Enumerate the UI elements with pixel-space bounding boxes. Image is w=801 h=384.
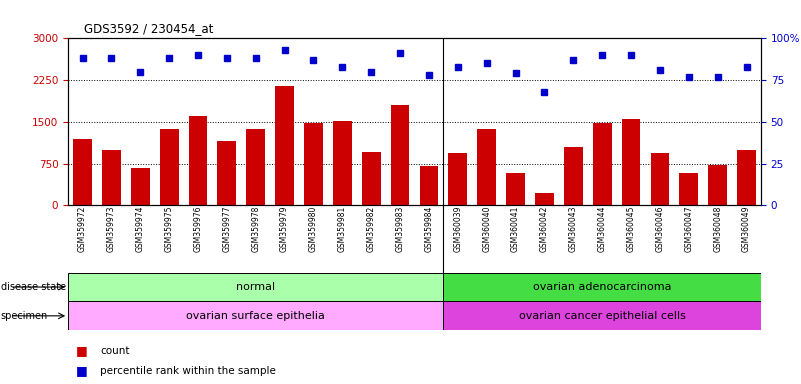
Text: GSM360049: GSM360049 — [742, 205, 751, 252]
Bar — [535, 193, 553, 205]
Text: normal: normal — [236, 282, 276, 292]
Text: GSM360045: GSM360045 — [626, 205, 635, 252]
Text: GSM359981: GSM359981 — [338, 205, 347, 252]
Text: disease state: disease state — [1, 282, 66, 292]
Bar — [708, 165, 727, 205]
Text: GSM359975: GSM359975 — [165, 205, 174, 252]
Bar — [622, 119, 641, 205]
Bar — [333, 121, 352, 205]
Bar — [68, 301, 444, 330]
Bar — [247, 129, 265, 205]
Text: ■: ■ — [76, 364, 88, 377]
Text: GSM360039: GSM360039 — [453, 205, 462, 252]
Bar — [304, 123, 323, 205]
Text: ■: ■ — [76, 344, 88, 357]
Text: ovarian cancer epithelial cells: ovarian cancer epithelial cells — [519, 311, 686, 321]
Bar — [506, 173, 525, 205]
Bar — [159, 129, 179, 205]
Text: GSM359976: GSM359976 — [194, 205, 203, 252]
Bar — [444, 273, 775, 301]
Text: percentile rank within the sample: percentile rank within the sample — [100, 366, 276, 376]
Bar — [449, 152, 467, 205]
Text: GSM360046: GSM360046 — [655, 205, 664, 252]
Text: GSM359977: GSM359977 — [223, 205, 231, 252]
Bar — [650, 152, 670, 205]
Bar — [73, 139, 92, 205]
Text: GSM360041: GSM360041 — [511, 205, 520, 252]
Text: ovarian surface epithelia: ovarian surface epithelia — [187, 311, 325, 321]
Bar — [188, 116, 207, 205]
Text: GSM359982: GSM359982 — [367, 205, 376, 252]
Bar — [444, 301, 775, 330]
Bar — [420, 167, 438, 205]
Text: specimen: specimen — [1, 311, 48, 321]
Text: GSM359983: GSM359983 — [396, 205, 405, 252]
Text: GSM359979: GSM359979 — [280, 205, 289, 252]
Bar — [593, 123, 611, 205]
Text: GSM360043: GSM360043 — [569, 205, 578, 252]
Bar — [102, 150, 121, 205]
Text: GSM360042: GSM360042 — [540, 205, 549, 252]
Bar — [131, 167, 150, 205]
Bar — [564, 147, 582, 205]
Text: GSM360044: GSM360044 — [598, 205, 606, 252]
Bar — [391, 105, 409, 205]
Text: count: count — [100, 346, 130, 356]
Text: GSM359972: GSM359972 — [78, 205, 87, 252]
Text: GSM359973: GSM359973 — [107, 205, 116, 252]
Text: ovarian adenocarcinoma: ovarian adenocarcinoma — [533, 282, 671, 292]
Bar — [68, 273, 444, 301]
Bar — [218, 141, 236, 205]
Text: GSM359984: GSM359984 — [425, 205, 433, 252]
Text: GSM360040: GSM360040 — [482, 205, 491, 252]
Text: GSM359974: GSM359974 — [135, 205, 145, 252]
Text: GSM360048: GSM360048 — [713, 205, 723, 252]
Text: GDS3592 / 230454_at: GDS3592 / 230454_at — [84, 22, 214, 35]
Text: GSM360047: GSM360047 — [684, 205, 694, 252]
Text: GSM359978: GSM359978 — [252, 205, 260, 252]
Bar — [276, 86, 294, 205]
Bar — [477, 129, 496, 205]
Text: GSM359980: GSM359980 — [309, 205, 318, 252]
Bar — [679, 173, 698, 205]
Bar — [737, 150, 756, 205]
Bar — [362, 152, 380, 205]
